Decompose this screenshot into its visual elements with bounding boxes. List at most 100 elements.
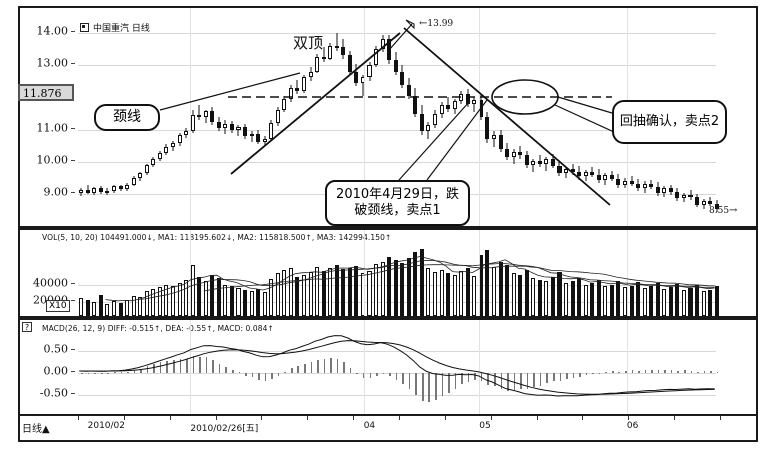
macd-histogram-bar bbox=[710, 371, 712, 373]
candlestick bbox=[524, 8, 529, 230]
volume-panel[interactable]: VOL(5, 10, 20) 104491.000↓, MA1: 118195.… bbox=[18, 228, 758, 318]
volume-bar bbox=[544, 281, 549, 316]
candle-body bbox=[216, 121, 221, 129]
annotation-sell-point-1[interactable]: 2010年4月29日，跌破颈线，卖点1 bbox=[325, 180, 470, 226]
volume-bar bbox=[157, 287, 162, 316]
volume-bar bbox=[144, 291, 149, 316]
candle-body bbox=[308, 71, 313, 78]
volume-bar bbox=[229, 286, 234, 316]
x-axis-label: 06 bbox=[626, 421, 639, 431]
candle-body bbox=[269, 123, 274, 139]
macd-histogram-bar bbox=[218, 363, 221, 373]
candle-body bbox=[301, 77, 307, 91]
help-icon[interactable]: ? bbox=[22, 322, 32, 332]
macd-histogram-bar bbox=[435, 373, 437, 400]
macd-histogram-bar bbox=[127, 371, 129, 373]
candlestick bbox=[203, 8, 208, 230]
volume-bar bbox=[223, 284, 228, 316]
candlestick bbox=[564, 8, 569, 230]
macd-histogram-bar bbox=[533, 373, 535, 388]
candle-body bbox=[295, 87, 300, 91]
x-axis-panel[interactable]: 日线▲ 2010/02 2010/02/26[五] 04 05 06 bbox=[18, 416, 758, 442]
candle-body bbox=[328, 45, 333, 59]
macd-histogram-bar bbox=[166, 361, 169, 373]
candle-body bbox=[118, 186, 123, 190]
x-axis-tick bbox=[123, 416, 125, 420]
volume-bar bbox=[92, 301, 97, 316]
candlestick bbox=[269, 8, 274, 230]
candlestick bbox=[570, 8, 575, 230]
candlestick bbox=[157, 8, 162, 230]
timeframe-selector[interactable]: 日线▲ bbox=[22, 424, 50, 435]
macd-plot-area[interactable] bbox=[78, 320, 719, 414]
candle-body bbox=[570, 169, 575, 172]
volume-bar bbox=[406, 258, 411, 316]
volume-bar bbox=[616, 281, 621, 316]
volume-plot-area[interactable] bbox=[78, 230, 719, 316]
macd-histogram-bar bbox=[81, 373, 83, 374]
macd-histogram-bar bbox=[376, 373, 378, 377]
price-axis-tick bbox=[71, 192, 75, 194]
volume-bar bbox=[210, 274, 215, 316]
candle-body bbox=[649, 183, 654, 188]
macd-histogram-bar bbox=[290, 367, 293, 373]
volume-bar bbox=[249, 291, 254, 316]
volume-bar bbox=[367, 270, 372, 316]
candle-body bbox=[681, 194, 686, 199]
x-axis-tick bbox=[536, 416, 538, 420]
volume-bar bbox=[138, 297, 143, 316]
candle-body bbox=[380, 39, 385, 50]
candle-body bbox=[537, 161, 542, 164]
candle-body bbox=[151, 158, 156, 166]
candlestick bbox=[714, 8, 719, 230]
macd-histogram-bar bbox=[245, 373, 247, 376]
macd-histogram-bar bbox=[428, 373, 431, 403]
candlestick bbox=[550, 8, 555, 230]
macd-histogram-bar bbox=[100, 373, 103, 374]
chart-title: 中国重汽 日线 bbox=[80, 21, 150, 34]
candle-body bbox=[465, 94, 470, 104]
volume-bar bbox=[393, 260, 398, 316]
candle-body bbox=[367, 65, 372, 78]
candlestick bbox=[708, 8, 713, 230]
macd-histogram-bar bbox=[605, 372, 607, 373]
candlestick bbox=[629, 8, 634, 230]
candle-wick bbox=[336, 33, 338, 51]
volume-bar bbox=[459, 270, 464, 316]
candle-body bbox=[642, 183, 647, 188]
candle-body bbox=[550, 159, 555, 166]
candle-body bbox=[347, 55, 352, 72]
macd-histogram-bar bbox=[238, 372, 241, 374]
candle-body bbox=[210, 110, 215, 122]
volume-bar bbox=[511, 273, 516, 316]
macd-axis-tick-label: 0.50 bbox=[43, 342, 69, 356]
volume-bar bbox=[596, 279, 601, 316]
candlestick bbox=[223, 8, 228, 230]
price-axis-tick bbox=[71, 159, 75, 161]
macd-panel[interactable]: ? MACD(26, 12, 9) DIFF: -0.515↑, DEA: -0… bbox=[18, 318, 758, 416]
candlestick bbox=[636, 8, 641, 230]
annotation-sell-point-2[interactable]: 回抽确认，卖点2 bbox=[612, 100, 727, 144]
volume-bar bbox=[347, 267, 352, 316]
annotation-neckline[interactable]: 颈线 bbox=[94, 104, 160, 131]
candlestick bbox=[144, 8, 149, 230]
macd-histogram-bar bbox=[552, 373, 555, 382]
volume-bar bbox=[531, 278, 536, 316]
macd-axis-tick bbox=[71, 371, 75, 372]
candle-body bbox=[622, 180, 628, 185]
macd-histogram-bar bbox=[133, 370, 136, 373]
macd-histogram-bar bbox=[559, 373, 562, 381]
x-axis-tick bbox=[674, 416, 676, 420]
candle-body bbox=[432, 113, 438, 125]
candle-body bbox=[701, 201, 706, 205]
candle-body bbox=[426, 124, 431, 132]
macd-histogram-bar bbox=[349, 367, 352, 373]
last-price-tag: 8.55→ bbox=[709, 205, 738, 216]
volume-axis-tick bbox=[71, 283, 75, 285]
candle-body bbox=[531, 161, 536, 166]
price-axis-tick bbox=[71, 127, 75, 129]
volume-bar bbox=[105, 303, 110, 316]
macd-histogram-bar bbox=[343, 362, 345, 373]
candle-body bbox=[518, 152, 523, 156]
macd-histogram-bar bbox=[395, 373, 398, 380]
